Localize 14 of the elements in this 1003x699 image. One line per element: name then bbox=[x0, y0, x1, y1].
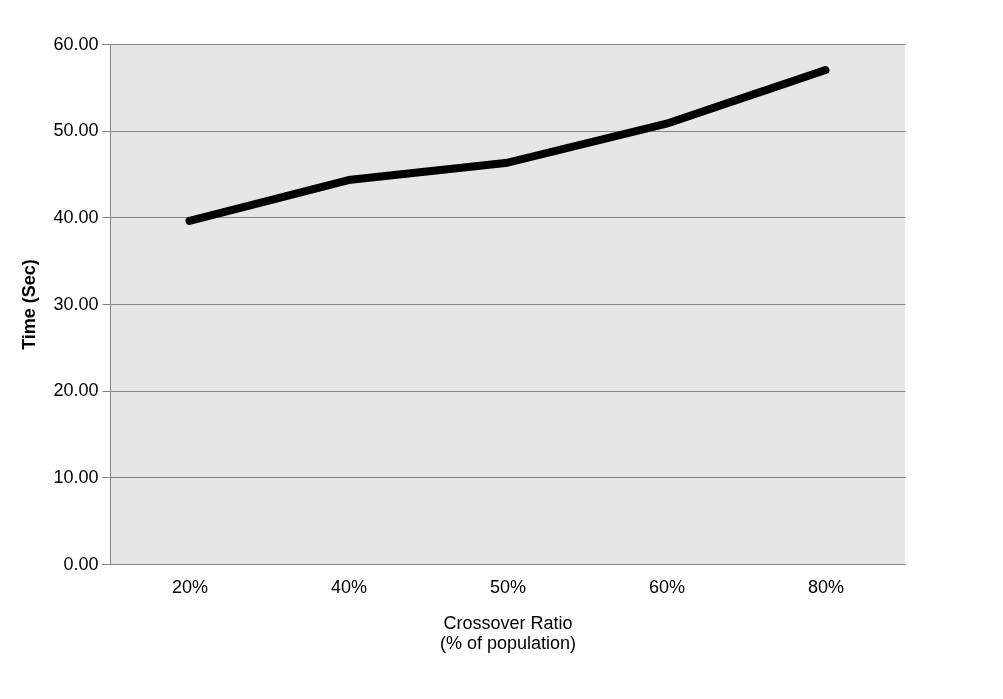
y-tick-label: 30.00 bbox=[53, 293, 99, 314]
x-tick-label: 50% bbox=[489, 576, 527, 597]
x-tick-label: 40% bbox=[330, 576, 368, 597]
y-tick-label: 60.00 bbox=[53, 33, 99, 54]
y-tick-label: 40.00 bbox=[53, 206, 99, 227]
y-axis-title: Time (Sec) bbox=[19, 259, 40, 350]
y-tick-label: 50.00 bbox=[53, 120, 99, 141]
x-tick-label: 20% bbox=[171, 576, 209, 597]
x-tick-label: 80% bbox=[807, 576, 845, 597]
x-axis-title: Crossover Ratio (% of population) bbox=[439, 612, 577, 653]
y-tick-label: 0.00 bbox=[63, 553, 99, 574]
x-tick-label: 60% bbox=[648, 576, 686, 597]
y-tick-label: 20.00 bbox=[53, 380, 99, 401]
y-tick-label: 10.00 bbox=[53, 466, 99, 487]
